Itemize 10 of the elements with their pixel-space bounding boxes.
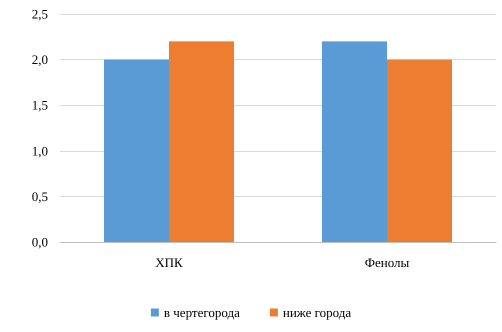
- y-tick-label: 2,5: [32, 6, 48, 22]
- x-tick-label: Фенолы: [364, 255, 410, 270]
- y-tick-label: 1,5: [32, 98, 48, 113]
- x-tick-label: ХПК: [155, 255, 184, 270]
- y-tick-label: 2,0: [32, 52, 48, 68]
- legend-label: в чертегорода: [164, 305, 240, 320]
- legend-label: ниже города: [282, 305, 352, 320]
- y-tick-label: 1,0: [32, 143, 48, 158]
- y-tick-label: 0,0: [32, 234, 48, 250]
- y-tick-label: 0,5: [32, 188, 48, 204]
